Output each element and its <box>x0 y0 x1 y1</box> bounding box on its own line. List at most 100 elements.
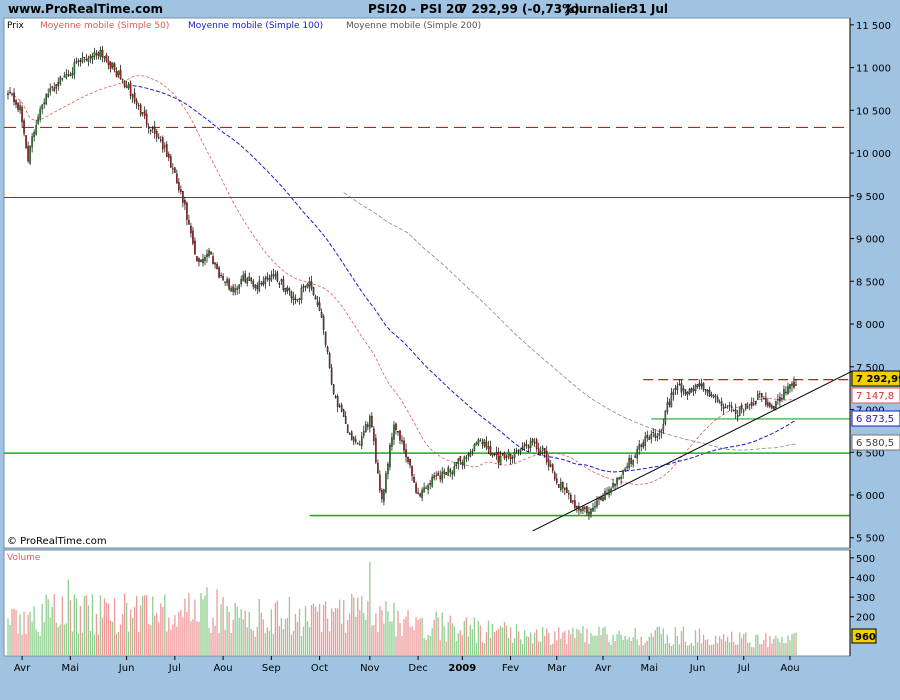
candle <box>656 432 659 442</box>
candle <box>509 453 512 465</box>
candle-body <box>334 396 337 398</box>
volume-bar <box>282 629 285 656</box>
candle <box>377 459 379 474</box>
volume-bar <box>449 615 451 656</box>
candle-body <box>11 93 13 95</box>
candle-body <box>157 137 160 139</box>
candle <box>125 80 128 89</box>
candle <box>553 470 556 482</box>
price-tick-label: 6 000 <box>856 491 885 502</box>
candle <box>15 98 17 109</box>
candle-body <box>407 456 409 462</box>
volume-bar <box>525 636 528 656</box>
candle <box>234 283 236 296</box>
candle-body <box>656 436 659 438</box>
candle-body <box>17 102 19 110</box>
candle-body <box>765 397 767 405</box>
candle-body <box>505 456 508 458</box>
candle-body <box>95 53 98 55</box>
volume-bar <box>427 634 429 656</box>
candle <box>131 93 134 103</box>
price-series-layer <box>4 45 853 532</box>
volume-bar <box>761 644 763 656</box>
candle-body <box>702 383 705 390</box>
candle-body <box>71 72 74 76</box>
candle-body <box>336 396 339 407</box>
volume-bar <box>47 599 49 656</box>
candle <box>413 474 415 483</box>
volume-bar <box>550 644 552 656</box>
candle-body <box>172 168 174 170</box>
volume-bar <box>638 645 640 656</box>
candle-body <box>163 145 166 148</box>
candle-body <box>714 395 717 398</box>
candle-body <box>119 69 122 80</box>
volume-bar <box>534 632 536 656</box>
volume-bar <box>381 610 383 656</box>
candle <box>497 447 500 469</box>
candle <box>200 259 202 263</box>
volume-bar <box>182 617 184 656</box>
candle-body <box>515 450 518 452</box>
candle-body <box>246 278 249 284</box>
candle-body <box>220 274 222 277</box>
candle-body <box>704 389 707 391</box>
candle <box>606 487 608 496</box>
candle-body <box>489 446 492 455</box>
volume-bar <box>152 596 154 656</box>
candle-body <box>320 311 323 318</box>
candle-body <box>596 500 598 507</box>
volume-bar <box>337 608 339 656</box>
volume-bar <box>170 629 172 656</box>
candle <box>278 281 281 288</box>
volume-bar <box>35 629 37 656</box>
candle <box>194 237 196 255</box>
candle <box>513 448 516 464</box>
candle-body <box>455 462 458 466</box>
volume-bar <box>73 594 75 656</box>
candle-body <box>254 284 257 289</box>
candle-body <box>262 281 265 285</box>
site-url[interactable]: www.ProRealTime.com <box>8 2 163 16</box>
candle <box>624 466 626 473</box>
candle <box>419 492 421 498</box>
candle-body <box>312 287 315 295</box>
volume-bar <box>560 638 562 656</box>
volume-bar <box>256 626 258 656</box>
volume-bar <box>532 643 534 656</box>
volume-bar <box>389 621 391 656</box>
candle-body <box>437 472 439 476</box>
candle-body <box>145 113 148 126</box>
candle <box>258 275 261 293</box>
candle-body <box>620 477 622 479</box>
candle-body <box>479 440 482 442</box>
price-panel[interactable] <box>3 17 851 549</box>
volume-bar <box>538 641 540 656</box>
candle <box>596 496 598 509</box>
legend-ma200: Moyenne mobile (Simple 200) <box>346 21 481 31</box>
candle-body <box>644 436 647 446</box>
volume-bar <box>690 642 693 656</box>
candle-body <box>153 126 156 134</box>
price-tick-label: 5 500 <box>856 534 885 545</box>
candle-body <box>202 259 204 264</box>
candle <box>19 100 21 114</box>
candle <box>389 442 391 471</box>
volume-label: Volume <box>7 553 41 563</box>
price-tag-label: 7 292,99 <box>856 374 900 385</box>
candle-body <box>451 471 454 475</box>
candle <box>415 481 417 494</box>
candle-body <box>314 296 317 300</box>
candle-body <box>632 460 634 465</box>
candle-body <box>342 409 345 417</box>
candle <box>499 450 502 466</box>
volume-bar <box>379 606 381 656</box>
volume-bar <box>242 619 244 656</box>
volume-bar <box>441 612 443 656</box>
volume-bar <box>97 634 100 656</box>
candle-body <box>216 263 218 270</box>
volume-bar <box>290 634 293 656</box>
volume-bar <box>127 631 130 656</box>
volume-bar <box>753 647 755 656</box>
volume-bar <box>43 622 45 656</box>
